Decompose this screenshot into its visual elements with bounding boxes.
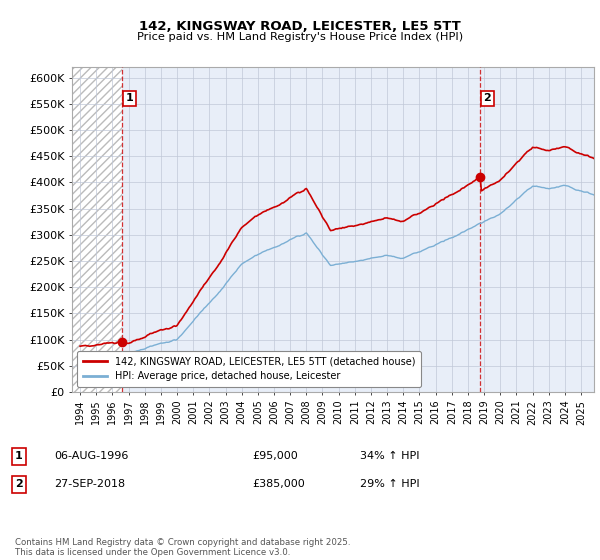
Text: 2: 2 (15, 479, 23, 489)
Text: 2: 2 (483, 94, 491, 104)
HPI: Average price, detached house, Leicester: (2.02e+03, 2.91e+05): Average price, detached house, Leicester… (444, 236, 451, 242)
142, KINGSWAY ROAD, LEICESTER, LE5 5TT (detached house) (76, 343, 83, 349)
142, KINGSWAY ROAD, LEICESTER, LE5 5TT (detached house) (343, 223, 350, 230)
142, KINGSWAY ROAD, LEICESTER, LE5 5TT (detached house) (560, 143, 567, 150)
HPI: Average price, detached house, Leicester: (2e+03, 7.27e+04): Average price, detached house, Leicester… (110, 351, 118, 357)
Text: 1: 1 (125, 94, 133, 104)
Text: Price paid vs. HM Land Registry's House Price Index (HPI): Price paid vs. HM Land Registry's House … (137, 32, 463, 43)
Text: 29% ↑ HPI: 29% ↑ HPI (360, 479, 419, 489)
HPI: Average price, detached house, Leicester: (2.02e+03, 3.81e+05): Average price, detached house, Leicester… (521, 189, 528, 196)
HPI: Average price, detached house, Leicester: (2.03e+03, 3.77e+05): Average price, detached house, Leicester… (590, 191, 597, 198)
HPI: Average price, detached house, Leicester: (2.03e+03, 3.76e+05): Average price, detached house, Leicester… (592, 192, 599, 198)
Text: 27-SEP-2018: 27-SEP-2018 (54, 479, 125, 489)
HPI: Average price, detached house, Leicester: (2.01e+03, 2.46e+05): Average price, detached house, Leicester… (342, 260, 349, 267)
Text: £385,000: £385,000 (252, 479, 305, 489)
142, KINGSWAY ROAD, LEICESTER, LE5 5TT (detached house) (522, 150, 529, 156)
Bar (72, 67, 122, 392)
Text: 1: 1 (15, 451, 23, 461)
Text: 34% ↑ HPI: 34% ↑ HPI (360, 451, 419, 461)
142, KINGSWAY ROAD, LEICESTER, LE5 5TT (detached house) (591, 156, 598, 162)
Text: Contains HM Land Registry data © Crown copyright and database right 2025.
This d: Contains HM Land Registry data © Crown c… (15, 538, 350, 557)
HPI: Average price, detached house, Leicester: (2.02e+03, 3.94e+05): Average price, detached house, Leicester… (560, 182, 567, 189)
Legend: 142, KINGSWAY ROAD, LEICESTER, LE5 5TT (detached house), HPI: Average price, det: 142, KINGSWAY ROAD, LEICESTER, LE5 5TT (… (77, 351, 421, 387)
142, KINGSWAY ROAD, LEICESTER, LE5 5TT (detached house) (86, 343, 93, 349)
HPI: Average price, detached house, Leicester: (1.99e+03, 6.79e+04): Average price, detached house, Leicester… (76, 353, 83, 360)
Line: HPI: Average price, detached house, Leicester: HPI: Average price, detached house, Leic… (80, 185, 596, 357)
142, KINGSWAY ROAD, LEICESTER, LE5 5TT (detached house) (95, 342, 103, 348)
142, KINGSWAY ROAD, LEICESTER, LE5 5TT (detached house) (445, 192, 452, 199)
Text: 142, KINGSWAY ROAD, LEICESTER, LE5 5TT: 142, KINGSWAY ROAD, LEICESTER, LE5 5TT (139, 20, 461, 32)
HPI: Average price, detached house, Leicester: (2e+03, 7.04e+04): Average price, detached house, Leicester… (94, 352, 101, 358)
Line: 142, KINGSWAY ROAD, LEICESTER, LE5 5TT (detached house): 142, KINGSWAY ROAD, LEICESTER, LE5 5TT (… (80, 147, 596, 346)
Text: £95,000: £95,000 (252, 451, 298, 461)
Text: 06-AUG-1996: 06-AUG-1996 (54, 451, 128, 461)
142, KINGSWAY ROAD, LEICESTER, LE5 5TT (detached house) (592, 155, 599, 162)
142, KINGSWAY ROAD, LEICESTER, LE5 5TT (detached house) (112, 340, 119, 347)
